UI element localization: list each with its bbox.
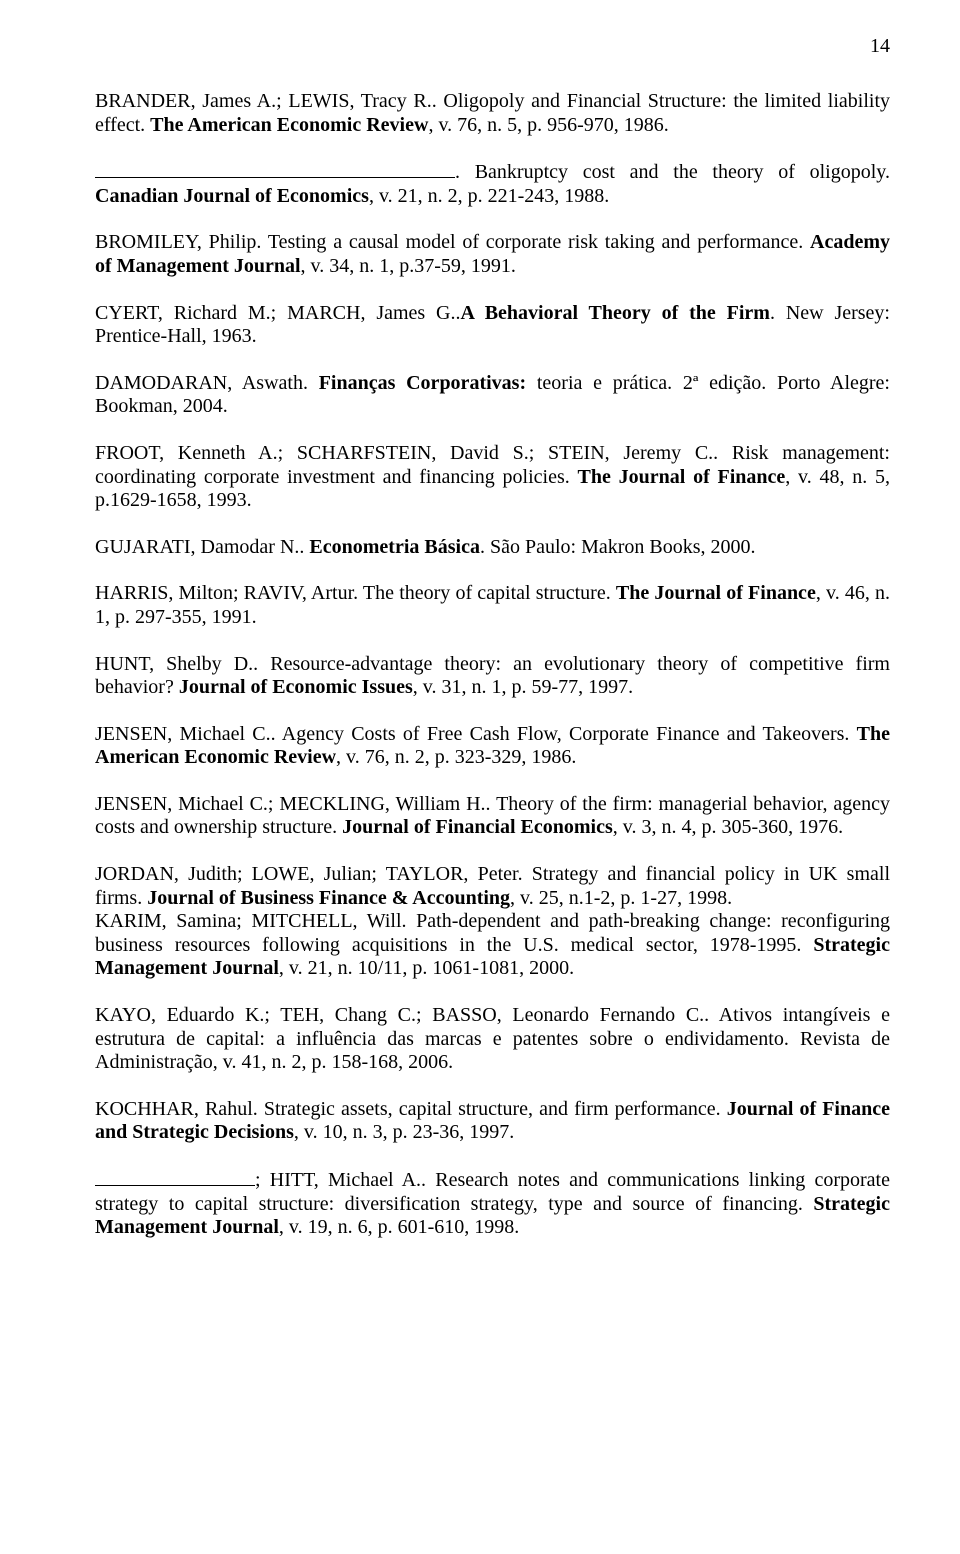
- reference-entry: CYERT, Richard M.; MARCH, James G..A Beh…: [95, 302, 890, 349]
- reference-text: , v. 76, n. 2, p. 323-329, 1986.: [336, 746, 576, 768]
- reference-entry: DAMODARAN, Aswath. Finanças Corporativas…: [95, 372, 890, 419]
- reference-text: BROMILEY, Philip. Testing a causal model…: [95, 231, 810, 253]
- repeated-author-dash: [95, 1168, 255, 1186]
- reference-text: DAMODARAN, Aswath.: [95, 372, 319, 394]
- reference-entry: JENSEN, Michael C.; MECKLING, William H.…: [95, 793, 890, 840]
- reference-title: A Behavioral Theory of the Firm: [461, 302, 770, 324]
- reference-title: The Journal of Finance: [616, 582, 816, 604]
- reference-entry: GUJARATI, Damodar N.. Econometria Básica…: [95, 536, 890, 560]
- reference-entry: KAYO, Eduardo K.; TEH, Chang C.; BASSO, …: [95, 1004, 890, 1075]
- reference-entry: KARIM, Samina; MITCHELL, Will. Path-depe…: [95, 910, 890, 981]
- reference-text: . São Paulo: Makron Books, 2000.: [480, 536, 756, 558]
- reference-text: , v. 21, n. 10/11, p. 1061-1081, 2000.: [279, 957, 574, 979]
- reference-text: , v. 31, n. 1, p. 59-77, 1997.: [413, 676, 633, 698]
- reference-text: . Bankruptcy cost and the theory of olig…: [455, 161, 890, 183]
- reference-text: JENSEN, Michael C.. Agency Costs of Free…: [95, 723, 857, 745]
- reference-entry: JENSEN, Michael C.. Agency Costs of Free…: [95, 723, 890, 770]
- reference-text: , v. 10, n. 3, p. 23-36, 1997.: [294, 1121, 514, 1143]
- reference-title: Journal of Economic Issues: [179, 676, 413, 698]
- reference-entry: KOCHHAR, Rahul. Strategic assets, capita…: [95, 1098, 890, 1145]
- reference-text: KARIM, Samina; MITCHELL, Will. Path-depe…: [95, 910, 890, 956]
- reference-entry: BROMILEY, Philip. Testing a causal model…: [95, 231, 890, 278]
- reference-text: , v. 76, n. 5, p. 956-970, 1986.: [428, 114, 668, 136]
- reference-title: Journal of Business Finance & Accounting: [147, 887, 510, 909]
- reference-entry: . Bankruptcy cost and the theory of olig…: [95, 160, 890, 208]
- reference-text: , v. 25, n.1-2, p. 1-27, 1998.: [510, 887, 732, 909]
- repeated-author-dash: [95, 160, 455, 178]
- reference-entry: FROOT, Kenneth A.; SCHARFSTEIN, David S.…: [95, 442, 890, 513]
- reference-entry: JORDAN, Judith; LOWE, Julian; TAYLOR, Pe…: [95, 863, 890, 910]
- reference-entry: BRANDER, James A.; LEWIS, Tracy R.. Olig…: [95, 90, 890, 137]
- reference-title: Finanças Corporativas:: [319, 372, 526, 394]
- reference-text: HARRIS, Milton; RAVIV, Artur. The theory…: [95, 582, 616, 604]
- reference-title: Journal of Financial Economics: [342, 816, 613, 838]
- reference-list: BRANDER, James A.; LEWIS, Tracy R.. Olig…: [95, 90, 890, 1240]
- reference-entry: HARRIS, Milton; RAVIV, Artur. The theory…: [95, 582, 890, 629]
- reference-entry: HUNT, Shelby D.. Resource-advantage theo…: [95, 653, 890, 700]
- reference-title: Econometria Básica: [309, 536, 480, 558]
- reference-text: , v. 3, n. 4, p. 305-360, 1976.: [613, 816, 843, 838]
- reference-title: Canadian Journal of Economics: [95, 185, 369, 207]
- reference-text: KOCHHAR, Rahul. Strategic assets, capita…: [95, 1098, 727, 1120]
- page-number: 14: [870, 35, 890, 58]
- reference-text: , v. 34, n. 1, p.37-59, 1991.: [301, 255, 516, 277]
- reference-title: The American Economic Review: [150, 114, 428, 136]
- reference-text: CYERT, Richard M.; MARCH, James G..: [95, 302, 461, 324]
- reference-title: The Journal of Finance: [578, 466, 786, 488]
- reference-text: , v. 21, n. 2, p. 221-243, 1988.: [369, 185, 609, 207]
- reference-text: , v. 19, n. 6, p. 601-610, 1998.: [279, 1216, 519, 1238]
- reference-entry: ; HITT, Michael A.. Research notes and c…: [95, 1168, 890, 1240]
- reference-text: KAYO, Eduardo K.; TEH, Chang C.; BASSO, …: [95, 1004, 890, 1073]
- reference-text: GUJARATI, Damodar N..: [95, 536, 309, 558]
- page: 14 BRANDER, James A.; LEWIS, Tracy R.. O…: [0, 0, 960, 1554]
